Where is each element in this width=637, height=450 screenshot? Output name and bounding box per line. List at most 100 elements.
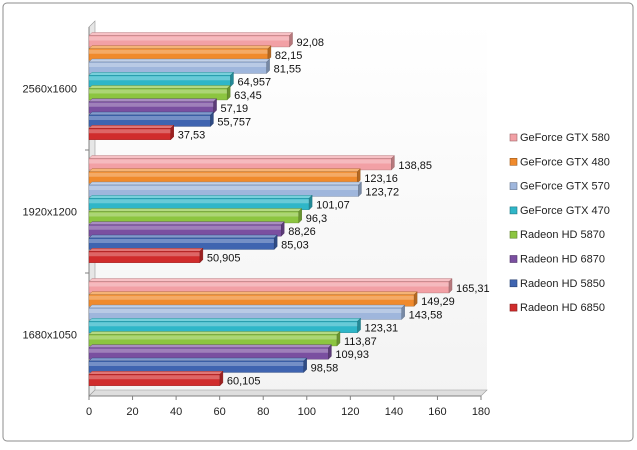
bar-end-face <box>413 291 418 307</box>
legend-swatch <box>509 206 518 215</box>
bar-end-face <box>357 317 361 334</box>
data-label: 50,905 <box>207 253 241 265</box>
data-label: 57,19 <box>221 103 249 115</box>
bar <box>88 357 308 373</box>
x-tick-label: 80 <box>257 406 269 418</box>
legend-swatch <box>509 303 518 312</box>
bar <box>88 111 214 127</box>
bar-end-face <box>230 71 234 88</box>
bar-top-face <box>88 278 453 282</box>
legend-entry: GeForce GTX 570 <box>520 181 610 193</box>
bar <box>88 304 406 320</box>
bar-highlight <box>89 335 337 340</box>
bar-top-face <box>88 168 361 172</box>
bar <box>88 45 272 61</box>
legend-swatch <box>509 230 518 239</box>
bar <box>88 291 418 307</box>
bar <box>88 155 395 171</box>
bar-end-face <box>267 45 272 61</box>
bar <box>88 32 294 48</box>
legend-entry: Radeon HD 5850 <box>520 278 605 290</box>
bar-top-face <box>88 45 272 49</box>
bar-end-face <box>308 194 313 211</box>
bar-top-face <box>88 371 224 375</box>
bar-end-face <box>281 221 285 237</box>
category-label: 1920x1200 <box>23 207 77 219</box>
bar-highlight <box>89 36 290 41</box>
bar-end-face <box>298 208 302 224</box>
bar-top-face <box>88 318 362 322</box>
bar-highlight <box>89 225 282 230</box>
bar <box>88 278 453 294</box>
legend-entry: Radeon HD 6870 <box>520 254 605 266</box>
bar-top-face <box>88 58 271 63</box>
bar-highlight <box>89 282 450 287</box>
bar-highlight <box>89 348 329 353</box>
data-label: 60,105 <box>227 376 261 388</box>
bar-highlight <box>89 159 392 164</box>
bar <box>88 124 175 141</box>
data-label: 96,3 <box>306 213 327 225</box>
x-tick-label: 0 <box>86 406 92 418</box>
bar-end-face <box>336 331 341 347</box>
data-label: 165,31 <box>456 283 490 295</box>
legend-entry: Radeon HD 6850 <box>520 302 605 314</box>
bar-highlight <box>89 116 211 121</box>
legend-entry: GeForce GTX 480 <box>520 156 610 168</box>
bar-end-face <box>401 304 405 320</box>
bar-top-face <box>88 125 175 129</box>
legend-entry: GeForce GTX 580 <box>520 132 610 144</box>
bar-top-face <box>88 357 308 362</box>
bar-top-face <box>88 98 218 102</box>
bar-end-face <box>357 168 361 184</box>
bar-end-face <box>448 278 453 294</box>
bar <box>88 58 271 74</box>
bar-highlight <box>89 63 267 68</box>
plot-floor <box>88 389 488 397</box>
bar <box>88 85 231 101</box>
bar-highlight <box>89 89 228 94</box>
bar-highlight <box>89 212 299 217</box>
bar-end-face <box>210 111 214 127</box>
bar-top-face <box>88 181 362 186</box>
bar-end-face <box>199 247 204 264</box>
bar-top-face <box>88 221 285 225</box>
bar-top-face <box>88 331 341 335</box>
bar <box>88 331 341 347</box>
x-tick-label: 20 <box>126 406 138 418</box>
data-label: 85,03 <box>281 239 309 251</box>
x-tick-label: 140 <box>385 406 403 418</box>
bar-highlight <box>89 49 268 54</box>
bar-top-face <box>88 32 294 36</box>
bar <box>88 194 313 211</box>
bar-top-face <box>88 248 204 252</box>
bar-top-face <box>88 304 406 309</box>
bar <box>88 234 278 250</box>
data-label: 138,85 <box>398 160 432 172</box>
legend-entry: GeForce GTX 470 <box>520 205 610 217</box>
data-label: 37,53 <box>178 130 206 142</box>
bar <box>88 208 303 224</box>
bar-top-face <box>88 291 418 295</box>
category-label: 1680x1050 <box>23 330 77 342</box>
legend-swatch <box>509 255 518 263</box>
bar-top-face <box>88 195 313 199</box>
bar-highlight <box>89 76 231 81</box>
bar-highlight <box>89 172 358 177</box>
bar-end-face <box>303 357 307 373</box>
x-tick-label: 60 <box>214 406 226 418</box>
category-label: 2560x1600 <box>23 84 77 96</box>
x-tick-label: 180 <box>472 406 490 418</box>
bar-end-face <box>170 124 174 141</box>
data-label: 123,31 <box>365 323 399 335</box>
bar <box>88 71 234 88</box>
bar-highlight <box>89 239 275 244</box>
bar-top-face <box>88 85 231 89</box>
x-tick-label: 120 <box>341 406 359 418</box>
legend-swatch <box>509 182 518 190</box>
data-label: 63,45 <box>234 90 262 102</box>
legend-swatch <box>509 133 518 142</box>
bar <box>88 317 362 334</box>
bar-highlight <box>89 362 304 367</box>
